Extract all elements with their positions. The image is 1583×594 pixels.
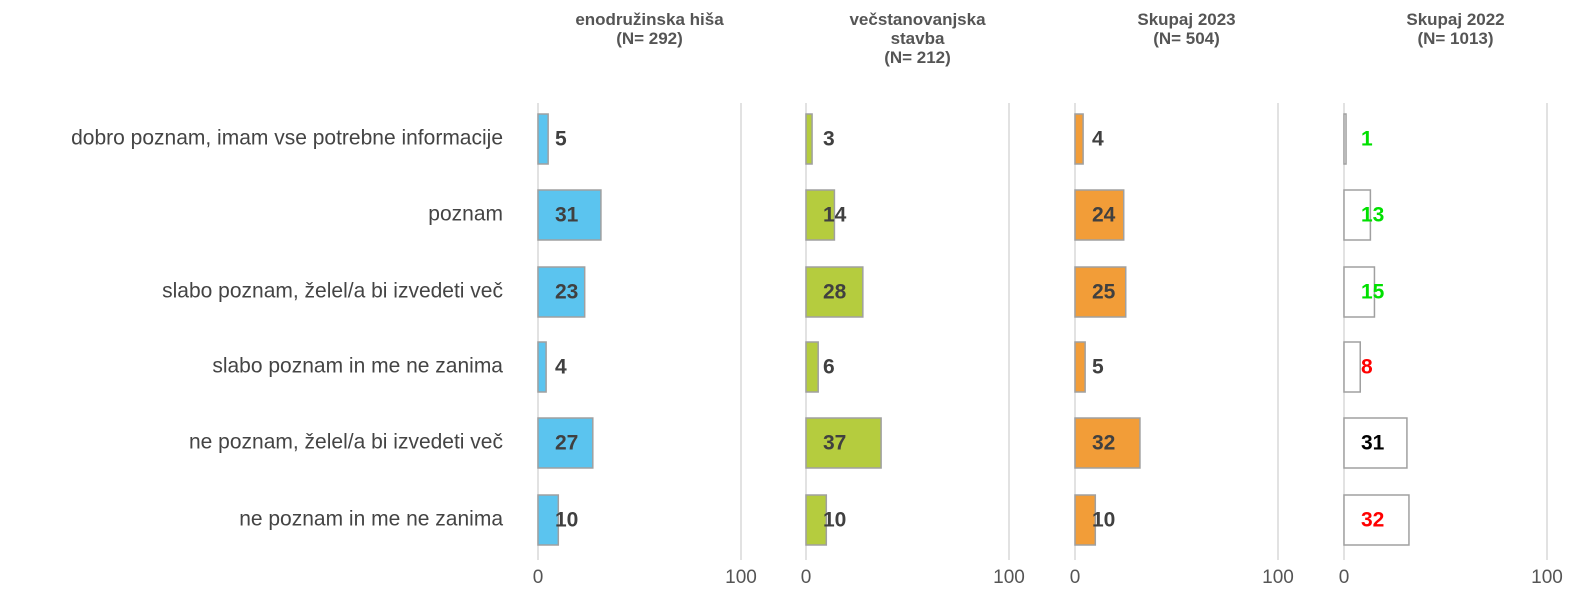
- x-tick-label: 100: [725, 567, 757, 588]
- value-label: 6: [823, 356, 835, 379]
- title: večstanovanjska stavba: [849, 10, 986, 48]
- bar: [537, 113, 549, 165]
- bar: [1074, 266, 1127, 318]
- title: Skupaj 2023: [1137, 10, 1236, 29]
- x-tick-label: 0: [533, 567, 544, 588]
- bar: [1343, 189, 1372, 241]
- value-label: 3: [823, 128, 835, 151]
- value-label: 4: [555, 356, 567, 379]
- value-label: 15: [1361, 281, 1385, 304]
- bar: [1343, 266, 1376, 318]
- subtitle: (N= 504): [1153, 29, 1220, 48]
- x-tick-label: 0: [1339, 567, 1350, 588]
- value-label: 14: [823, 204, 847, 227]
- value-label: 5: [1092, 356, 1104, 379]
- value-label: 24: [1092, 204, 1116, 227]
- value-label: 5: [555, 128, 567, 151]
- panel-title: enodružinska hiša (N= 292): [550, 10, 750, 48]
- bar: [805, 494, 828, 546]
- value-label: 23: [555, 281, 578, 304]
- bar: [1074, 189, 1125, 241]
- value-label: 31: [555, 204, 579, 227]
- value-label: 32: [1361, 509, 1384, 532]
- category-label: ne poznam, želel/a bi izvedeti več: [189, 431, 503, 454]
- x-tick-label: 100: [1262, 567, 1294, 588]
- bar: [1074, 494, 1097, 546]
- value-label: 10: [823, 509, 846, 532]
- value-label: 27: [555, 432, 578, 455]
- bar: [1074, 341, 1086, 393]
- bar: [537, 189, 602, 241]
- bar: [1343, 113, 1347, 165]
- bar: [1074, 417, 1141, 469]
- bar: [537, 266, 586, 318]
- subtitle: (N= 1013): [1417, 29, 1494, 48]
- panel-title: Skupaj 2023 (N= 504): [1087, 10, 1287, 48]
- subtitle: (N= 292): [616, 29, 683, 48]
- category-label: ne poznam in me ne zanima: [239, 508, 503, 531]
- subtitle: (N= 212): [884, 48, 951, 67]
- bar: [537, 417, 594, 469]
- value-label: 37: [823, 432, 846, 455]
- value-label: 31: [1361, 432, 1385, 455]
- value-label: 4: [1092, 128, 1104, 151]
- value-label: 10: [555, 509, 578, 532]
- bar: [1074, 113, 1084, 165]
- bar: [1343, 494, 1410, 546]
- bar: [805, 266, 864, 318]
- bar: [805, 189, 836, 241]
- bar: [1343, 341, 1361, 393]
- value-label: 13: [1361, 204, 1384, 227]
- x-tick-label: 0: [1070, 567, 1081, 588]
- value-label: 10: [1092, 509, 1115, 532]
- x-tick-label: 100: [1531, 567, 1563, 588]
- title: enodružinska hiša: [575, 10, 724, 29]
- x-tick-label: 100: [993, 567, 1025, 588]
- title: Skupaj 2022: [1406, 10, 1505, 29]
- panel-title: Skupaj 2022 (N= 1013): [1356, 10, 1556, 48]
- bar: [537, 494, 560, 546]
- bar: [805, 417, 882, 469]
- value-label: 32: [1092, 432, 1115, 455]
- category-label: slabo poznam in me ne zanima: [212, 355, 503, 378]
- value-label: 1: [1361, 128, 1373, 151]
- panel-title: večstanovanjska stavba (N= 212): [843, 10, 993, 67]
- value-label: 28: [823, 281, 847, 304]
- x-tick-label: 0: [801, 567, 812, 588]
- bar: [537, 341, 547, 393]
- bar: [1343, 417, 1408, 469]
- bar: [805, 341, 819, 393]
- category-label: dobro poznam, imam vse potrebne informac…: [71, 127, 503, 150]
- bar: [805, 113, 813, 165]
- value-label: 8: [1361, 356, 1373, 379]
- category-label: slabo poznam, želel/a bi izvedeti več: [162, 280, 503, 303]
- value-label: 25: [1092, 281, 1116, 304]
- category-label: poznam: [428, 203, 503, 226]
